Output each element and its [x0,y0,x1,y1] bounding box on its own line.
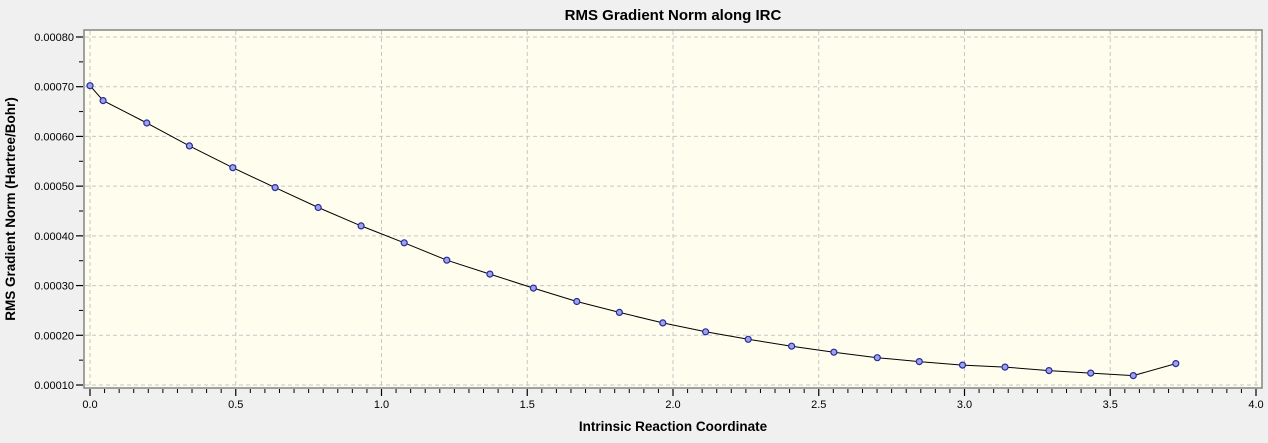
data-point-marker [99,96,107,105]
data-point-marker [314,203,322,212]
data-point-marker [787,342,796,350]
data-point-marker [143,119,151,127]
y-tick-label: 0.00080 [34,32,74,44]
x-tick-label: 3.5 [1103,399,1118,411]
y-tick-label: 0.00030 [34,281,74,293]
data-point-marker [229,164,237,172]
data-point-marker [915,358,923,366]
data-point-marker [1172,360,1180,368]
y-tick-label: 0.00040 [34,231,74,243]
data-point-marker [1001,363,1009,371]
chart-title: RMS Gradient Norm along IRC [565,7,782,24]
y-tick-label: 0.00020 [34,330,74,342]
data-point-marker [486,270,494,278]
y-tick-label: 0.00060 [34,131,74,143]
x-tick-label: 2.0 [665,399,680,411]
data-point-marker [443,256,451,264]
x-tick-label: 0.5 [228,399,243,411]
data-point-marker [86,82,94,90]
data-point-marker [529,284,538,292]
x-tick-label: 1.5 [520,399,535,411]
data-point-marker [400,239,408,247]
data-point-marker [830,348,838,356]
data-point-marker [185,142,193,150]
data-point-marker [958,361,967,369]
data-point-marker [1087,369,1095,377]
y-tick-label: 0.00070 [34,82,74,94]
data-point-marker [271,184,279,192]
plot-frame [83,29,1263,389]
x-axis-label: Intrinsic Reaction Coordinate [579,419,768,434]
data-point-marker [1045,367,1053,375]
chart-layers: 0.0 0.5 1.0 1.5 2.0 2.5 3.0 3.5 4.0 0.00010 0.0002… [34,29,1264,411]
data-point-marker [744,335,752,343]
data-point-marker [357,222,365,230]
data-point-marker [659,319,667,327]
data-point-marker [615,308,624,316]
x-tick-label: 3.0 [957,399,972,411]
x-tick-label: 1.0 [374,399,389,411]
y-tick-label: 0.00050 [34,181,74,193]
data-point-marker [701,328,710,336]
data-point-marker [873,354,881,362]
y-axis-label: RMS Gradient Norm (Hartree/Bohr) [3,97,18,321]
data-point-marker [573,297,581,306]
x-tick-label: 4.0 [1248,399,1263,411]
x-tick-label: 0.0 [82,399,97,411]
y-tick-label: 0.00010 [34,380,74,392]
data-point-marker [1129,372,1137,380]
x-tick-label: 2.5 [811,399,826,411]
